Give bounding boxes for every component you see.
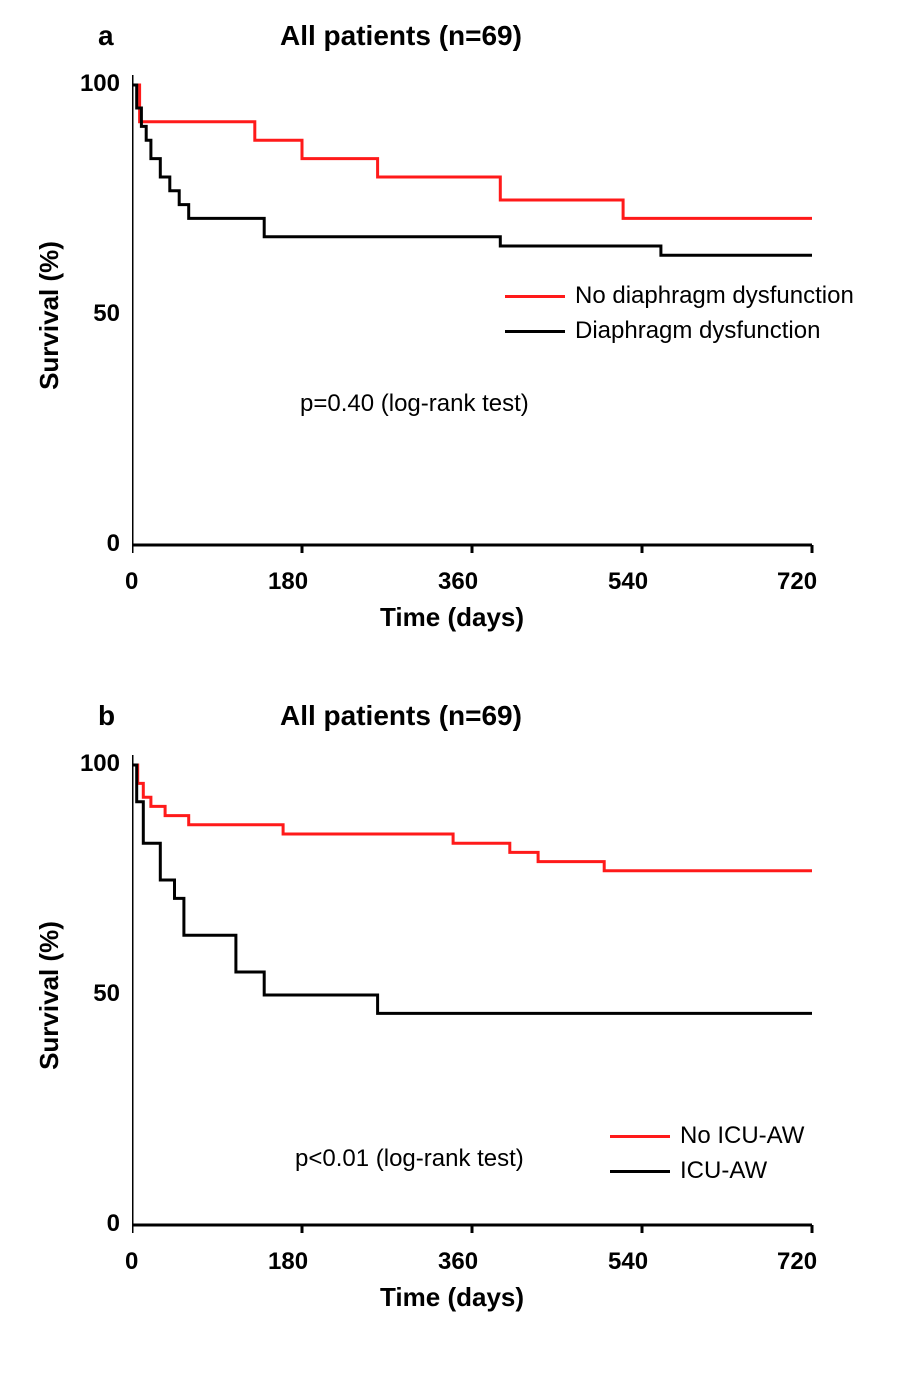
legend-label: No ICU-AW — [680, 1122, 804, 1150]
series-no-diaphragm — [132, 85, 812, 218]
ytick: 100 — [75, 750, 120, 778]
panel-a: a All patients (n=69) Survival (%) Time … — [20, 20, 878, 660]
xtick: 180 — [268, 1248, 308, 1276]
series-no-icuaw — [132, 765, 812, 871]
ytick: 50 — [75, 980, 120, 1008]
ytick: 50 — [75, 300, 120, 328]
ytick: 100 — [75, 70, 120, 98]
xtick: 0 — [125, 568, 138, 596]
p-value-text: p<0.01 (log-rank test) — [295, 1145, 524, 1173]
ytick: 0 — [75, 530, 120, 558]
legend-label: ICU-AW — [680, 1157, 767, 1185]
xtick: 540 — [608, 1248, 648, 1276]
xtick: 360 — [438, 568, 478, 596]
legend-label: No diaphragm dysfunction — [575, 282, 854, 310]
xtick: 540 — [608, 568, 648, 596]
panel-b: b All patients (n=69) Survival (%) Time … — [20, 700, 878, 1340]
panel-a-ylabel: Survival (%) — [34, 241, 65, 390]
legend-line — [610, 1170, 670, 1173]
legend-label: Diaphragm dysfunction — [575, 317, 820, 345]
series-diaphragm — [132, 85, 812, 255]
legend-line — [505, 330, 565, 333]
ytick: 0 — [75, 1210, 120, 1238]
legend-line — [610, 1135, 670, 1138]
xtick: 720 — [777, 1248, 817, 1276]
panel-a-chart: Survival (%) Time (days) 100 50 0 0 180 … — [20, 20, 878, 660]
p-value-text: p=0.40 (log-rank test) — [300, 390, 529, 418]
panel-b-xlabel: Time (days) — [380, 1282, 524, 1313]
panel-b-chart: Survival (%) Time (days) 100 50 0 0 180 … — [20, 700, 878, 1340]
xtick: 720 — [777, 568, 817, 596]
xtick: 360 — [438, 1248, 478, 1276]
series-icuaw — [132, 765, 812, 1013]
xtick: 180 — [268, 568, 308, 596]
legend-line — [505, 295, 565, 298]
panel-b-ylabel: Survival (%) — [34, 921, 65, 1070]
xtick: 0 — [125, 1248, 138, 1276]
panel-a-xlabel: Time (days) — [380, 602, 524, 633]
